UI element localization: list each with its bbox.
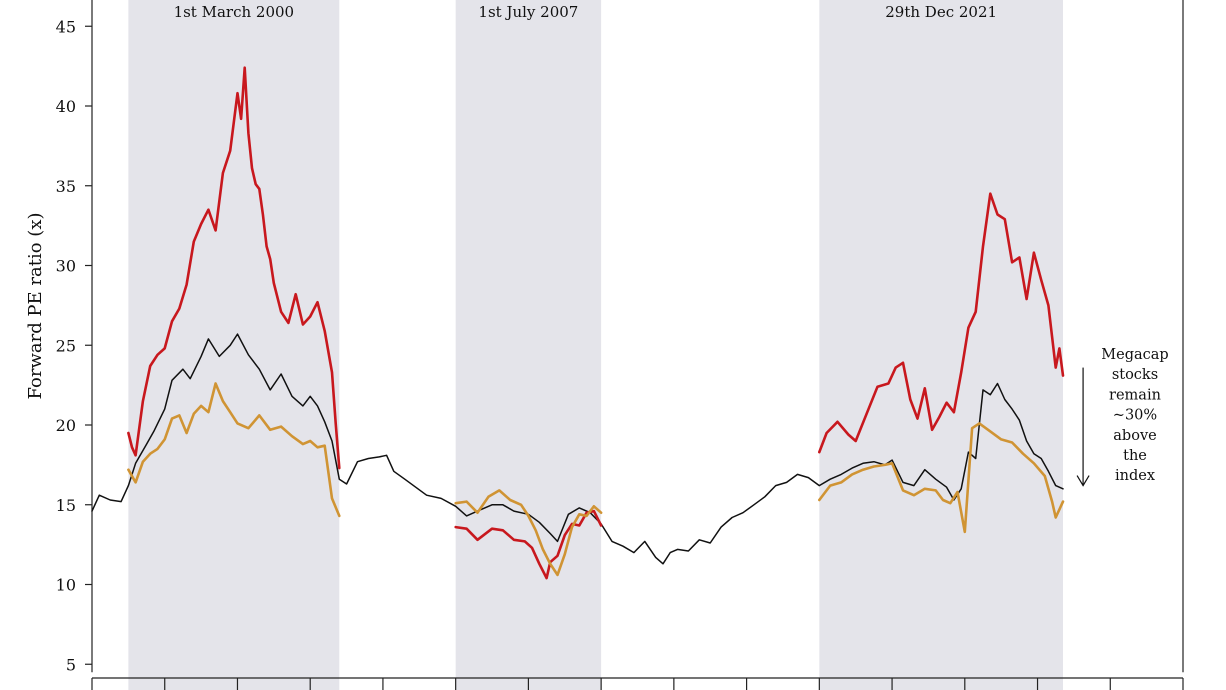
annotation-line-2: stocks <box>1112 367 1158 383</box>
series-2-line-2 <box>454 509 603 580</box>
annotation: Megacap stocks remain ~30% above the index <box>1076 347 1169 487</box>
annotation-line-7: index <box>1115 468 1155 484</box>
region-label-3: 29th Dec 2021 <box>885 3 997 21</box>
series-2-line-1 <box>127 66 341 470</box>
y-tick-label-20: 20 <box>56 416 76 435</box>
region-label-2: 1st July 2007 <box>478 3 578 21</box>
series-3-line-1 <box>127 382 341 518</box>
series-3-line-3 <box>818 422 1065 534</box>
y-tick-label-25: 25 <box>56 336 76 355</box>
y-tick-label-10: 10 <box>56 576 76 595</box>
annotation-arrow-head <box>1076 475 1090 487</box>
y-tick-label-30: 30 <box>56 257 76 276</box>
shaded-regions <box>128 0 1063 690</box>
annotation-line-6: the <box>1123 448 1147 464</box>
y-tick-label-35: 35 <box>56 177 76 196</box>
y-tick-label-40: 40 <box>56 97 76 116</box>
shaded-region-1 <box>128 0 340 690</box>
shaded-region-3 <box>819 0 1063 690</box>
y-tick-label-15: 15 <box>56 496 76 515</box>
series-2-line-3 <box>818 192 1065 454</box>
annotation-line-3: remain <box>1109 387 1161 403</box>
series-lines <box>91 66 1065 580</box>
region-labels: 1st March 2000 1st July 2007 29th Dec 2021 <box>174 3 997 21</box>
region-label-1: 1st March 2000 <box>174 3 295 21</box>
y-axis-label: Forward PE ratio (x) <box>25 213 46 400</box>
axes: 5 10 15 20 25 30 35 40 45 <box>56 0 1184 690</box>
shaded-region-2 <box>455 0 602 690</box>
annotation-line-1: Megacap <box>1101 347 1168 363</box>
annotation-line-5: above <box>1113 428 1156 444</box>
annotation-line-4: ~30% <box>1113 408 1157 424</box>
y-tick-label-5: 5 <box>66 655 76 674</box>
series-3-line-2 <box>454 489 603 577</box>
y-tick-label-45: 45 <box>56 17 76 36</box>
